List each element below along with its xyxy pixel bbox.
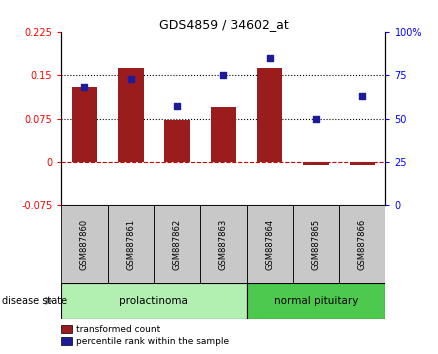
Text: GSM887862: GSM887862: [173, 219, 182, 270]
Text: GSM887866: GSM887866: [358, 219, 367, 270]
Bar: [339, 205, 385, 283]
Bar: [72, 87, 97, 162]
Point: [81, 85, 88, 90]
Text: GSM887860: GSM887860: [80, 219, 89, 270]
Text: normal pituitary: normal pituitary: [274, 296, 358, 306]
Bar: [293, 205, 339, 283]
Point: [173, 104, 180, 109]
Point: [359, 93, 366, 99]
Point: [220, 73, 227, 78]
Title: GDS4859 / 34602_at: GDS4859 / 34602_at: [159, 18, 288, 31]
Text: prolactinoma: prolactinoma: [120, 296, 188, 306]
Bar: [303, 162, 328, 165]
Bar: [61, 205, 108, 283]
Text: GSM887863: GSM887863: [219, 219, 228, 270]
Text: disease state: disease state: [2, 296, 67, 306]
Bar: [257, 68, 283, 162]
Bar: [164, 120, 190, 162]
Bar: [211, 107, 236, 162]
Text: GSM887864: GSM887864: [265, 219, 274, 270]
Bar: [154, 205, 200, 283]
Point: [127, 76, 134, 81]
Bar: [108, 205, 154, 283]
Text: GSM887865: GSM887865: [311, 219, 321, 270]
Bar: [247, 205, 293, 283]
Point: [266, 55, 273, 61]
Text: GSM887861: GSM887861: [126, 219, 135, 270]
Legend: transformed count, percentile rank within the sample: transformed count, percentile rank withi…: [57, 321, 233, 349]
Point: [312, 116, 319, 121]
Bar: [350, 162, 375, 165]
Bar: [61, 283, 247, 319]
Bar: [247, 283, 385, 319]
Bar: [200, 205, 247, 283]
Bar: [118, 68, 144, 162]
